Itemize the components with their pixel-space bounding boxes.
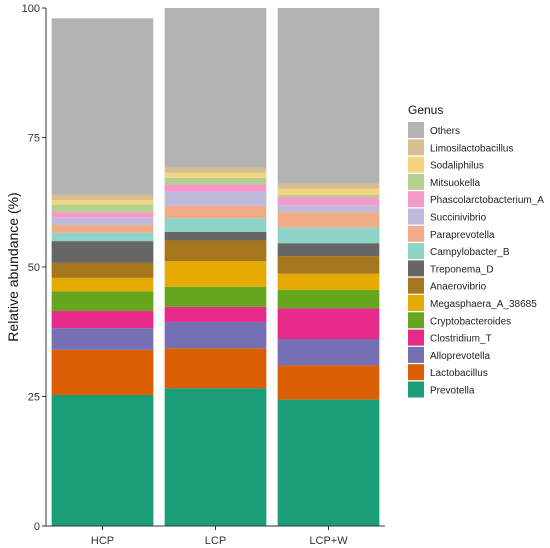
y-axis-ticks: 0 25 50 75 100 <box>22 3 46 533</box>
bar-segment-succinivibrio-lcp-w <box>277 205 380 213</box>
bar-segment-phascolarctobacterium-a-lcp <box>164 184 267 192</box>
legend-label-phascolarctobacterium-a: Phascolarctobacterium_A <box>430 195 544 206</box>
legend-label-others: Others <box>430 126 460 137</box>
bar-segment-sodaliphilus-lcp-w <box>277 188 380 195</box>
legend-swatch-anaerovibrio <box>408 277 424 294</box>
bar-segment-mitsuokella-hcp <box>51 204 154 213</box>
y-tick-label: 25 <box>28 392 40 404</box>
bar-segment-prevotella-hcp <box>51 394 154 526</box>
x-tick-label: HCP <box>91 535 114 547</box>
bar-segment-treponema-d-lcp <box>164 231 267 241</box>
bar-segment-others-lcp <box>164 8 267 168</box>
legend-swatch-limosilactobacillus <box>408 139 424 156</box>
y-tick-label: 75 <box>28 133 40 145</box>
legend-label-treponema-d: Treponema_D <box>430 264 494 275</box>
legend-swatch-paraprevotella <box>408 225 424 242</box>
y-tick-label: 50 <box>28 262 40 274</box>
bar-segment-succinivibrio-lcp <box>164 191 267 206</box>
legend-label-prevotella: Prevotella <box>430 386 475 397</box>
legend-label-clostridium-t: Clostridium_T <box>430 334 492 345</box>
bar-segment-lactobacillus-lcp <box>164 348 267 389</box>
bar-segment-limosilactobacillus-hcp <box>51 194 154 201</box>
bar-segment-lactobacillus-lcp-w <box>277 365 380 400</box>
legend: Genus Others Limosilactobacillus Sodaliphi… <box>408 103 544 398</box>
bars-layer <box>51 8 380 526</box>
legend-swatch-cryptobacteroides <box>408 312 424 329</box>
bar-segment-sodaliphilus-hcp <box>51 200 154 205</box>
legend-label-megasphaera-a-38685: Megasphaera_A_38685 <box>430 299 537 310</box>
bar-segment-lactobacillus-hcp <box>51 349 154 395</box>
legend-swatch-clostridium-t <box>408 329 424 346</box>
bar-segment-phascolarctobacterium-a-hcp <box>51 212 154 218</box>
bar-segment-anaerovibrio-hcp <box>51 262 154 278</box>
legend-label-limosilactobacillus: Limosilactobacillus <box>430 143 513 154</box>
bar-segment-prevotella-lcp-w <box>277 399 380 526</box>
x-tick-label: LCP+W <box>309 535 348 547</box>
bar-segment-prevotella-lcp <box>164 388 267 526</box>
bar-segment-limosilactobacillus-lcp <box>164 167 267 173</box>
bar-segment-cryptobacteroides-lcp <box>164 286 267 307</box>
legend-swatch-campylobacter-b <box>408 243 424 260</box>
legend-swatch-lactobacillus <box>408 364 424 381</box>
bar-segment-cryptobacteroides-hcp <box>51 291 154 312</box>
legend-label-cryptobacteroides: Cryptobacteroides <box>430 316 511 327</box>
bar-segment-megasphaera-a-38685-lcp-w <box>277 273 380 290</box>
x-axis-ticks: HCP LCP LCP+W <box>91 526 348 547</box>
bar-segment-megasphaera-a-38685-hcp <box>51 277 154 292</box>
bar-segment-mitsuokella-lcp-w <box>277 194 380 198</box>
legend-label-anaerovibrio: Anaerovibrio <box>430 282 487 293</box>
legend-label-lactobacillus: Lactobacillus <box>430 368 488 379</box>
legend-swatch-others <box>408 122 424 138</box>
bar-segment-mitsuokella-lcp <box>164 177 267 185</box>
bar-segment-sodaliphilus-lcp <box>164 172 267 178</box>
legend-swatch-prevotella <box>408 381 424 398</box>
legend-label-succinivibrio: Succinivibrio <box>430 213 487 224</box>
legend-swatch-treponema-d <box>408 260 424 277</box>
bar-segment-alloprevotella-hcp <box>51 328 154 350</box>
bar-segment-megasphaera-a-38685-lcp <box>164 261 267 287</box>
legend-swatch-sodaliphilus <box>408 156 424 173</box>
bar-segment-campylobacter-b-lcp <box>164 218 267 232</box>
bar-segment-alloprevotella-lcp-w <box>277 339 380 366</box>
legend-swatch-mitsuokella <box>408 173 424 190</box>
legend-swatch-succinivibrio <box>408 208 424 225</box>
x-tick-label: LCP <box>205 535 226 547</box>
legend-swatch-megasphaera-a-38685 <box>408 295 424 311</box>
legend-swatch-alloprevotella <box>408 346 424 363</box>
legend-label-alloprevotella: Alloprevotella <box>430 351 490 362</box>
bar-segment-succinivibrio-hcp <box>51 217 154 226</box>
legend-swatch-phascolarctobacterium-a <box>408 191 424 208</box>
legend-label-campylobacter-b: Campylobacter_B <box>430 247 510 258</box>
y-axis-title: Relative abundance (%) <box>5 192 21 341</box>
bar-segment-phascolarctobacterium-a-lcp-w <box>277 197 380 206</box>
bar-segment-clostridium-t-lcp <box>164 306 267 322</box>
y-tick-label: 0 <box>34 521 40 533</box>
y-tick-label: 100 <box>22 3 40 15</box>
legend-label-sodaliphilus: Sodaliphilus <box>430 161 484 172</box>
bar-segment-treponema-d-lcp-w <box>277 243 380 257</box>
bar-segment-anaerovibrio-lcp <box>164 240 267 262</box>
bar-segment-campylobacter-b-hcp <box>51 232 154 242</box>
bar-segment-treponema-d-hcp <box>51 241 154 263</box>
legend-label-mitsuokella: Mitsuokella <box>430 178 480 189</box>
legend-title: Genus <box>408 103 443 117</box>
bar-segment-campylobacter-b-lcp-w <box>277 227 380 244</box>
bar-segment-limosilactobacillus-lcp-w <box>277 183 380 189</box>
bar-segment-others-hcp <box>51 18 154 195</box>
bar-segment-anaerovibrio-lcp-w <box>277 256 380 274</box>
bar-segment-clostridium-t-hcp <box>51 311 154 329</box>
bar-segment-others-lcp-w <box>277 8 380 184</box>
legend-label-paraprevotella: Paraprevotella <box>430 230 495 241</box>
bar-segment-paraprevotella-lcp-w <box>277 212 380 228</box>
bar-segment-clostridium-t-lcp-w <box>277 308 380 340</box>
bar-segment-cryptobacteroides-lcp-w <box>277 289 380 309</box>
bar-segment-paraprevotella-lcp <box>164 205 267 219</box>
bar-segment-paraprevotella-hcp <box>51 225 154 233</box>
bar-segment-alloprevotella-lcp <box>164 321 267 349</box>
